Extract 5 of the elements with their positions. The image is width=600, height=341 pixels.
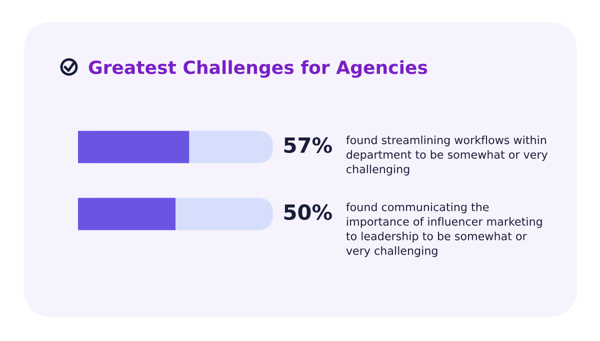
chart-title: Greatest Challenges for Agencies [88,60,428,78]
y-tick-label: found communicating the importance of influencer marketing to leadership to be somewhat or very challenging [346,202,542,258]
data-label: 57% [284,137,332,154]
data-label: 50% [284,204,332,220]
y-tick-label: found streamlining workflows within department to be somewhat or very challenging [346,136,548,176]
